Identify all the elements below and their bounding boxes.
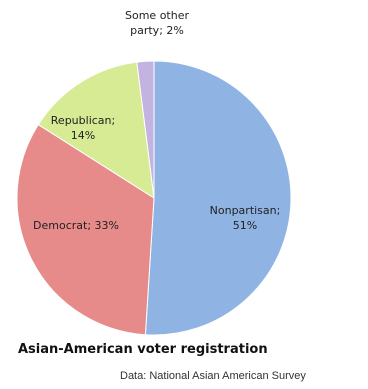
pie-slice-republican [37,61,155,199]
pie-label-nonpartisan: Nonpartisan; 51% [210,204,281,232]
chart-source: Data: National Asian American Survey [120,370,306,382]
pie-slice-some-other-party [136,60,155,199]
pie-labels: Nonpartisan; 51% Democrat; 33% Republican; 1… [33,9,280,232]
chart-title: Asian-American voter registration [18,342,268,357]
pie-label-republican: Republican; 14% [51,114,115,142]
pie-label-democrat: Democrat; 33% [33,219,119,232]
pie-slices [16,60,292,336]
pie-slice-nonpartisan [144,60,292,336]
pie-slice-democrat [16,123,155,336]
pie-label-some-other-party: Some other party; 2% [125,9,189,37]
